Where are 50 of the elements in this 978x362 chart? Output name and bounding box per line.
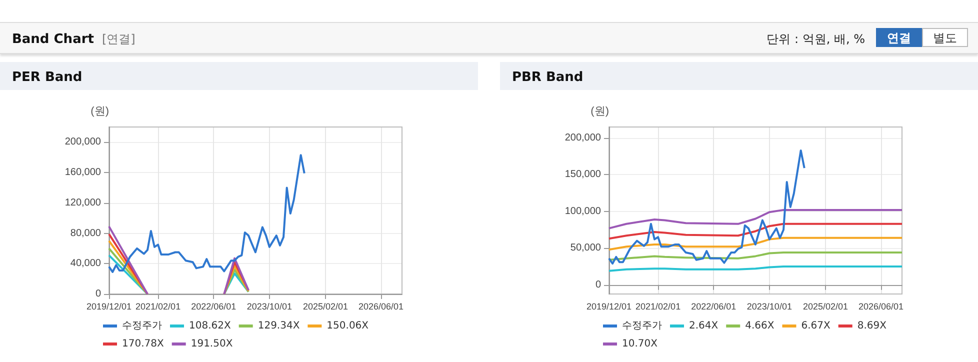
x-tick-label: 2021/02/01 — [136, 302, 181, 312]
x-tick-label: 2025/02/01 — [802, 302, 848, 312]
legend-label: 수정주가 — [622, 320, 662, 332]
text: 연결 — [876, 28, 922, 47]
y-tick-label: 80,000 — [70, 228, 102, 239]
x-tick-label: 2021/02/01 — [636, 302, 681, 312]
line-series — [608, 236, 903, 251]
line-series — [608, 252, 903, 261]
legend-label: 2.64X — [689, 320, 718, 332]
chart-title: PER Band — [0, 62, 478, 90]
line-series — [608, 208, 903, 230]
y-tick-label: 200,000 — [64, 136, 102, 148]
text: Band Chart — [12, 32, 94, 47]
chart-title: PBR Band — [500, 62, 978, 90]
y-tick-label: 100,000 — [564, 206, 602, 217]
x-tick-label: 2019/12/01 — [86, 302, 132, 312]
x-tick-label: 2026/06/01 — [858, 302, 904, 312]
y-tick-label: 200,000 — [564, 132, 602, 144]
x-tick-label: 2023/10/01 — [246, 302, 292, 312]
x-tick-label: 2025/02/01 — [302, 302, 348, 312]
legend-label: 129.34X — [258, 320, 300, 332]
line-series — [608, 222, 903, 240]
text: [연결] — [102, 32, 136, 46]
legend-label: 6.67X — [801, 320, 830, 332]
x-tick-label: 2022/06/01 — [691, 302, 736, 312]
y-axis-title: (원) — [90, 106, 109, 118]
y-tick-label: 0 — [595, 279, 602, 290]
legend-label: 수정주가 — [122, 320, 162, 332]
line-series — [608, 149, 806, 265]
x-tick-label: 2026/06/01 — [358, 302, 404, 312]
legend-label: 150.06X — [326, 320, 369, 332]
text: 단위 : 억원, 배, % — [766, 31, 865, 48]
line-series — [108, 154, 306, 273]
legend-label: 170.78X — [122, 338, 164, 350]
y-tick-label: 160,000 — [64, 167, 102, 178]
legend-label: 191.50X — [190, 338, 233, 350]
y-tick-label: 40,000 — [70, 258, 102, 270]
x-tick-label: 2023/10/01 — [746, 302, 792, 312]
x-tick-label: 2022/06/01 — [191, 302, 236, 312]
legend-label: 4.66X — [745, 320, 774, 332]
y-tick-label: 150,000 — [564, 169, 602, 180]
y-tick-label: 50,000 — [570, 242, 602, 254]
text: 별도 — [922, 28, 968, 47]
y-axis-title: (원) — [590, 106, 609, 118]
legend-label: 10.70X — [622, 338, 658, 350]
y-tick-label: 120,000 — [64, 197, 102, 208]
legend-label: 8.69X — [857, 320, 887, 332]
x-tick-label: 2019/12/01 — [586, 302, 632, 312]
legend-label: 108.62X — [189, 320, 231, 332]
y-tick-label: 0 — [95, 288, 102, 300]
